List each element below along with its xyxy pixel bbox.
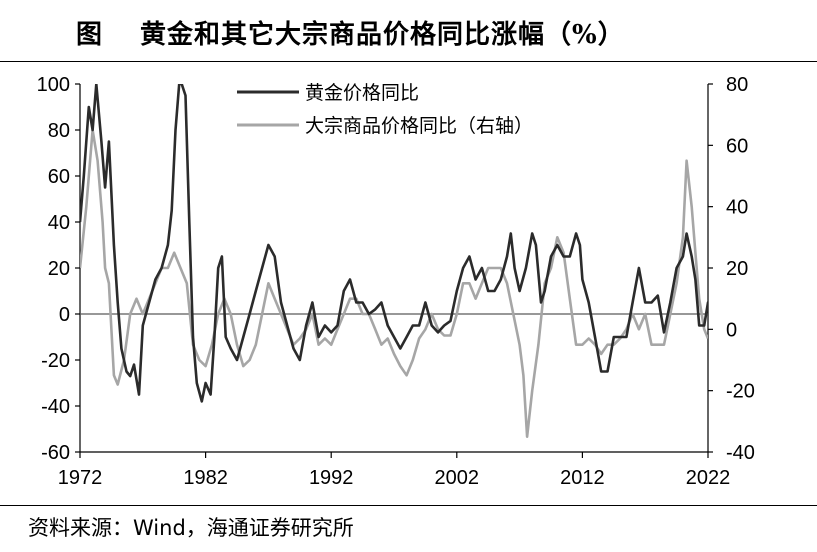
left-tick-label: 40 bbox=[48, 212, 70, 234]
source-note: 资料来源：Wind，海通证券研究所 bbox=[28, 516, 354, 540]
x-tick-label: 2002 bbox=[435, 467, 480, 489]
legend-label: 黄金价格同比 bbox=[305, 82, 419, 104]
right-tick-label: -40 bbox=[726, 442, 755, 464]
right-tick-label: 0 bbox=[726, 319, 737, 341]
right-tick-label: -20 bbox=[726, 381, 755, 403]
left-tick-label: -20 bbox=[41, 350, 70, 372]
left-tick-label: 60 bbox=[48, 166, 70, 188]
x-tick-label: 1992 bbox=[309, 467, 354, 489]
x-tick-label: 1982 bbox=[183, 467, 228, 489]
source-divider bbox=[0, 505, 817, 506]
x-tick-label: 2012 bbox=[560, 467, 605, 489]
left-tick-label: -60 bbox=[41, 442, 70, 464]
right-tick-label: 40 bbox=[726, 197, 748, 219]
left-tick-label: 0 bbox=[59, 304, 70, 326]
left-tick-label: 80 bbox=[48, 120, 70, 142]
series-line-gold bbox=[80, 84, 708, 403]
right-tick-label: 60 bbox=[726, 135, 748, 157]
left-tick-label: 20 bbox=[48, 258, 70, 280]
left-tick-label: -40 bbox=[41, 396, 70, 418]
left-tick-label: 100 bbox=[37, 74, 70, 96]
chart-title: 黄金和其它大宗商品价格同比涨幅（%） bbox=[140, 20, 625, 50]
chart-axes: 100 80 60 40 20 0 -20 -40 -60 80 60 40 20 0 -20 -40 1972… bbox=[37, 74, 755, 489]
series-layer bbox=[80, 84, 708, 438]
right-tick-label: 20 bbox=[726, 258, 748, 280]
chart-canvas: 100 80 60 40 20 0 -20 -40 -60 80 60 40 20 0 -20 -40 1972… bbox=[37, 74, 755, 489]
right-tick-label: 80 bbox=[726, 74, 748, 96]
x-tick-label: 2022 bbox=[686, 467, 731, 489]
series-line-commodity bbox=[80, 128, 708, 438]
legend-label: 大宗商品价格同比（右轴） bbox=[305, 115, 533, 137]
figure-label: 图 bbox=[76, 20, 103, 50]
x-tick-label: 1972 bbox=[58, 467, 103, 489]
title-bar: 图 黄金和其它大宗商品价格同比涨幅（%） bbox=[0, 0, 817, 62]
